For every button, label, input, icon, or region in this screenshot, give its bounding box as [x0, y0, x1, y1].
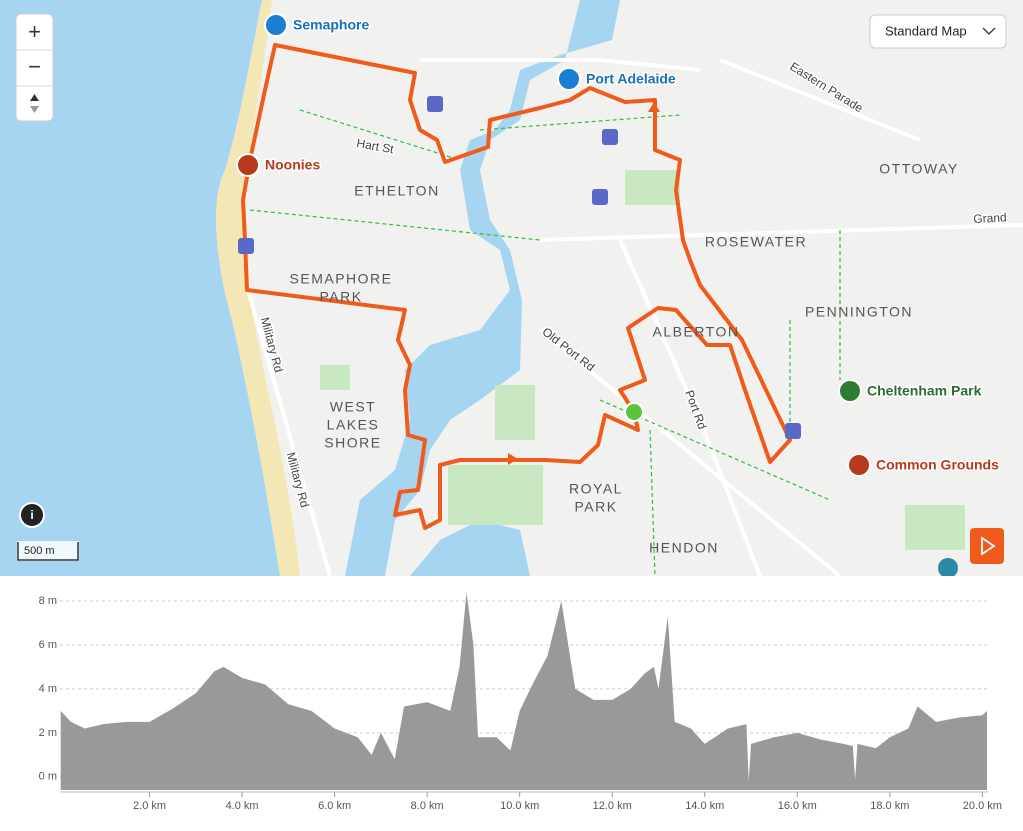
transit-icon [427, 96, 443, 112]
area-label: HENDON [649, 540, 719, 556]
y-tick-label: 4 m [39, 683, 57, 695]
y-tick-label: 8 m [39, 595, 57, 607]
x-tick-label: 6.0 km [318, 800, 351, 812]
x-tick-label: 20.0 km [963, 800, 1002, 812]
park [905, 505, 965, 550]
x-tick-label: 12.0 km [593, 800, 632, 812]
zoom-in[interactable]: + [28, 19, 41, 44]
style-button[interactable] [869, 14, 1007, 49]
area-label: OTTOWAY [879, 161, 958, 177]
inlet [410, 520, 530, 576]
transit-icon [602, 129, 618, 145]
poi-pin [838, 379, 862, 403]
area-label: ETHELTON [354, 183, 439, 199]
poi-pin [557, 67, 581, 91]
transit-icon [238, 238, 254, 254]
beach [216, 0, 300, 576]
area-label: ROYAL [569, 481, 623, 497]
map-base [0, 0, 1023, 578]
area-label: LAKES [327, 417, 380, 433]
x-tick-label: 2.0 km [133, 800, 166, 812]
park [448, 465, 543, 525]
y-tick-label: 0 m [39, 771, 57, 783]
chart-bg [0, 576, 1023, 831]
x-tick-label: 10.0 km [500, 800, 539, 812]
play-button[interactable] [970, 528, 1004, 564]
transit-icon [592, 189, 608, 205]
elevation-area [60, 592, 988, 790]
sea [0, 0, 280, 576]
zoom-controls: + − [15, 13, 54, 122]
x-tick-label: 18.0 km [870, 800, 909, 812]
area-label: ALBERTON [653, 324, 740, 340]
poi-pin [236, 153, 260, 177]
info-button[interactable] [19, 502, 45, 528]
route-arrow [508, 453, 518, 465]
road [719, 58, 921, 142]
poi-label: Port Adelaide [586, 71, 676, 87]
area-label: WEST [330, 399, 376, 415]
poi-label: Common Grounds [876, 457, 999, 473]
area-label: ROSEWATER [705, 234, 807, 250]
area-label: PARK [574, 499, 617, 515]
map-style[interactable]: Standard Map [869, 14, 1007, 49]
x-tick-label: 14.0 km [685, 800, 724, 812]
poi-label: Semaphore [293, 17, 369, 33]
road [538, 328, 842, 578]
play-icon [981, 536, 996, 556]
start-marker [624, 402, 644, 422]
park [625, 170, 680, 205]
zoom-panel [15, 13, 54, 122]
y-tick-label: 6 m [39, 639, 57, 651]
transit-icon [785, 423, 801, 439]
repair-icon [938, 558, 958, 578]
road [246, 289, 332, 577]
area-label: PARK [319, 289, 362, 305]
area-label: SEMAPHORE [290, 271, 393, 287]
compass[interactable] [30, 94, 39, 101]
road-label: Grand [973, 210, 1007, 226]
park [495, 385, 535, 440]
road [420, 58, 701, 72]
poi-pin [847, 453, 871, 477]
route [241, 43, 792, 530]
path [479, 114, 681, 131]
river [345, 0, 620, 576]
road [618, 239, 762, 577]
style-label[interactable]: Standard Map [885, 23, 967, 38]
scale-bar [17, 542, 79, 561]
route-arrow [648, 102, 660, 112]
scale-label: 500 m [24, 545, 55, 557]
x-tick-label: 8.0 km [411, 800, 444, 812]
scale-box [17, 541, 79, 561]
area-label: PENNINGTON [805, 304, 913, 320]
park [320, 365, 350, 390]
poi-pin [264, 13, 288, 37]
chevron [982, 27, 996, 35]
path [649, 429, 656, 577]
x-tick-label: 16.0 km [778, 800, 817, 812]
info-icon: i [30, 508, 33, 522]
zoom-out[interactable]: − [28, 54, 41, 79]
road [539, 223, 1023, 242]
elevation-chart: 0 m 2 m 4 m 6 m 8 m 2.0 km 4.0 km 6.0 km 8.0 km 1… [39, 592, 1002, 812]
poi-label: Noonies [265, 157, 320, 173]
compass [30, 106, 39, 113]
y-tick-label: 2 m [39, 727, 57, 739]
poi-label: Cheltenham Park [867, 383, 982, 399]
area-label: SHORE [324, 435, 381, 451]
x-tick-label: 4.0 km [226, 800, 259, 812]
